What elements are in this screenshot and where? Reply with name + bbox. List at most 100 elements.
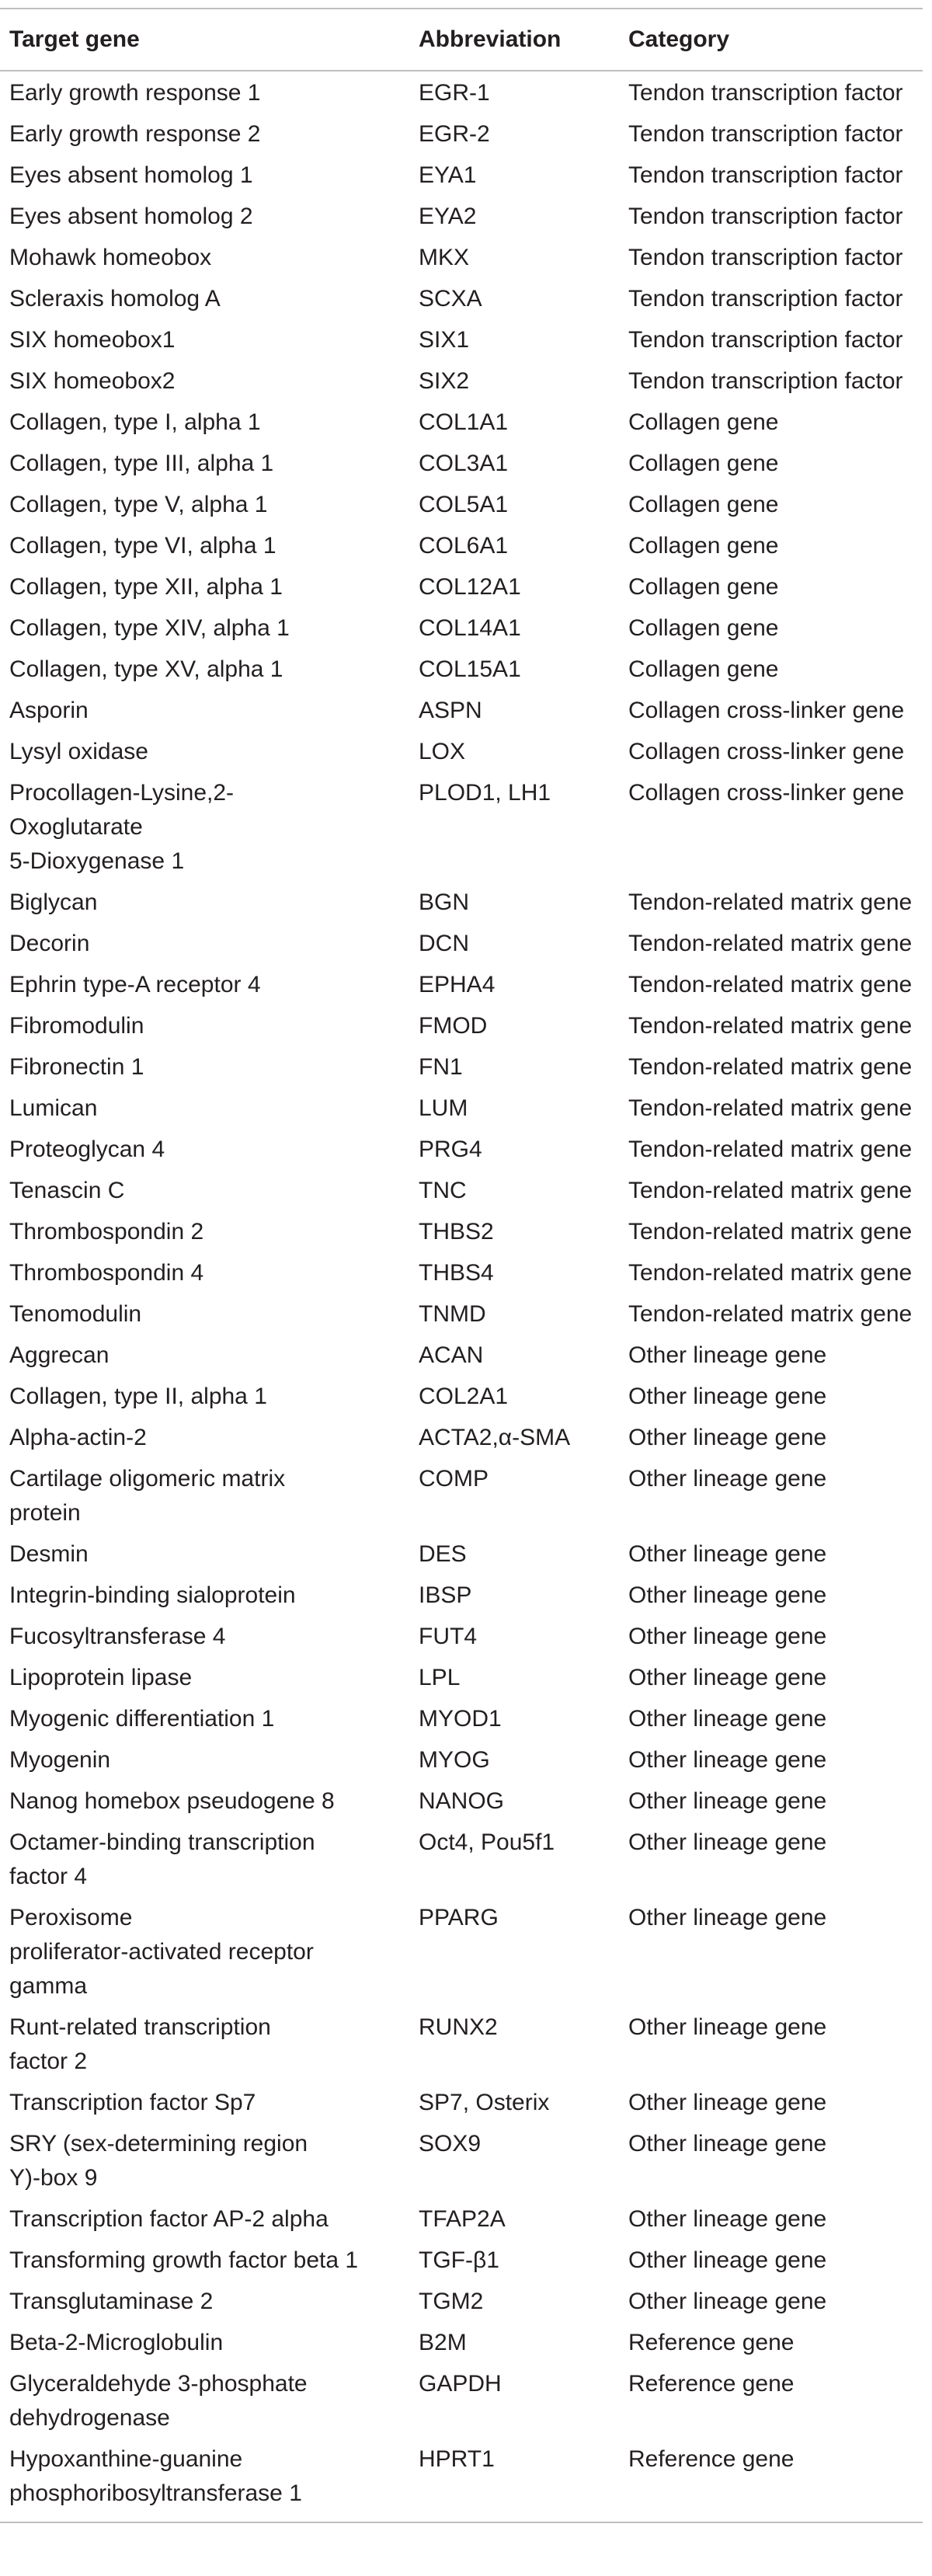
cell-abbreviation: SP7, Osterix (419, 2090, 550, 2115)
cell-category: Other lineage gene (628, 1425, 827, 1450)
cell-category: Tendon-related matrix gene (628, 1219, 913, 1244)
table-row: Fibronectin 1 FN1 Tendon-related matrix ge… (0, 1046, 923, 1087)
cell-abbreviation: TFAP2A (419, 2206, 506, 2232)
header-abbreviation: Abbreviation (409, 8, 619, 71)
cell-category: Other lineage gene (628, 1541, 827, 1567)
table-row: Myogenin MYOG Other lineage gene (0, 1739, 923, 1780)
cell-target-gene: Collagen, type I, alpha 1 (9, 409, 261, 435)
cell-category: Tendon transcription factor (628, 204, 903, 229)
cell-target-gene: Runt-related transcription factor 2 (9, 2014, 271, 2074)
cell-target-gene: Procollagen-Lysine,2- Oxoglutarate 5-Dioxy… (9, 780, 235, 874)
cell-category: Tendon-related matrix gene (628, 1260, 913, 1286)
cell-category: Other lineage gene (628, 1342, 827, 1368)
cell-abbreviation: FUT4 (419, 1624, 477, 1649)
cell-abbreviation: ASPN (419, 698, 482, 723)
cell-target-gene: SIX homeobox2 (9, 368, 176, 394)
table-row: Eyes absent homolog 1 EYA1 Tendon transcri… (0, 154, 923, 195)
table-row: Hypoxanthine-guanine phosphoribosyltransf… (0, 2438, 923, 2523)
table-row: Transglutaminase 2 TGM2 Other lineage gene (0, 2280, 923, 2321)
table-row: Early growth response 2 EGR-2 Tendon trans… (0, 113, 923, 154)
cell-target-gene: Collagen, type XIV, alpha 1 (9, 615, 290, 641)
cell-target-gene: Integrin-binding sialoprotein (9, 1582, 296, 1608)
table-row: Transcription factor AP-2 alpha TFAP2A Oth… (0, 2198, 923, 2239)
cell-category: Tendon-related matrix gene (628, 889, 913, 915)
cell-target-gene: Lipoprotein lipase (9, 1665, 193, 1690)
table-row: Collagen, type XIV, alpha 1 COL14A1 Collag… (0, 607, 923, 648)
cell-category: Tendon transcription factor (628, 327, 903, 353)
cell-abbreviation: TGF-β1 (419, 2247, 499, 2273)
cell-target-gene: Nanog homebox pseudogene 8 (9, 1788, 335, 1814)
cell-category: Tendon-related matrix gene (628, 1301, 913, 1327)
cell-target-gene: Ephrin type-A receptor 4 (9, 972, 261, 997)
table-row: Eyes absent homolog 2 EYA2 Tendon transcri… (0, 195, 923, 236)
cell-target-gene: Myogenic differentiation 1 (9, 1706, 275, 1732)
cell-category: Collagen gene (628, 409, 779, 435)
table-row: Integrin-binding sialoprotein IBSP Other l… (0, 1574, 923, 1615)
table-row: Peroxisome proliferator-activated recepto… (0, 1896, 923, 2006)
cell-abbreviation: EYA1 (419, 162, 477, 188)
cell-category: Other lineage gene (628, 1747, 827, 1773)
cell-abbreviation: EGR-1 (419, 80, 490, 106)
cell-abbreviation: MKX (419, 245, 470, 270)
table-row: Mohawk homeobox MKX Tendon transcription f… (0, 236, 923, 277)
cell-target-gene: Transglutaminase 2 (9, 2289, 214, 2314)
cell-abbreviation: SOX9 (419, 2131, 482, 2157)
cell-target-gene: Transcription factor Sp7 (9, 2090, 256, 2115)
table-row: Beta-2-Microglobulin B2M Reference gene (0, 2321, 923, 2362)
cell-category: Other lineage gene (628, 1624, 827, 1649)
cell-category: Other lineage gene (628, 2289, 827, 2314)
cell-abbreviation: SCXA (419, 286, 482, 312)
cell-category: Tendon-related matrix gene (628, 1137, 913, 1162)
table-row: Thrombospondin 4 THBS4 Tendon-related matr… (0, 1251, 923, 1293)
cell-category: Other lineage gene (628, 1905, 827, 1930)
table-row: Fucosyltransferase 4 FUT4 Other lineage ge… (0, 1615, 923, 1656)
cell-category: Tendon-related matrix gene (628, 931, 913, 956)
cell-abbreviation: LPL (419, 1665, 461, 1690)
cell-abbreviation: FN1 (419, 1054, 463, 1080)
cell-category: Collagen gene (628, 656, 779, 682)
cell-target-gene: SIX homeobox1 (9, 327, 176, 353)
cell-abbreviation: RUNX2 (419, 2014, 498, 2040)
cell-abbreviation: HPRT1 (409, 2438, 619, 2523)
cell-abbreviation: IBSP (419, 1582, 472, 1608)
cell-target-gene: Collagen, type III, alpha 1 (9, 451, 274, 476)
cell-target-gene: Mohawk homeobox (9, 245, 212, 270)
cell-category: Other lineage gene (628, 1788, 827, 1814)
cell-target-gene: Collagen, type XV, alpha 1 (9, 656, 283, 682)
table-row: Thrombospondin 2 THBS2 Tendon-related matr… (0, 1210, 923, 1251)
cell-category: Tendon transcription factor (628, 245, 903, 270)
cell-abbreviation: TGM2 (419, 2289, 484, 2314)
cell-category: Collagen gene (628, 533, 779, 559)
cell-abbreviation: COL2A1 (419, 1384, 509, 1409)
header-category: Category (619, 8, 923, 71)
table-row: SIX homeobox2 SIX2 Tendon transcription fa… (0, 360, 923, 401)
cell-target-gene: Tenomodulin (9, 1301, 142, 1327)
cell-target-gene: Thrombospondin 4 (9, 1260, 204, 1286)
table-row: Collagen, type XV, alpha 1 COL15A1 Collage… (0, 648, 923, 689)
cell-category: Tendon transcription factor (628, 286, 903, 312)
cell-abbreviation: PRG4 (419, 1137, 482, 1162)
cell-category: Tendon transcription factor (628, 80, 903, 106)
cell-abbreviation: NANOG (419, 1788, 505, 1814)
cell-category: Other lineage gene (628, 1384, 827, 1409)
cell-abbreviation: LUM (419, 1095, 468, 1121)
table-row: Scleraxis homolog A SCXA Tendon transcript… (0, 277, 923, 319)
table-row: Lysyl oxidase LOX Collagen cross-linker ge… (0, 730, 923, 771)
cell-target-gene: Collagen, type V, alpha 1 (9, 492, 268, 517)
cell-target-gene: Alpha-actin-2 (9, 1425, 147, 1450)
cell-category: Collagen cross-linker gene (628, 698, 905, 723)
cell-abbreviation: ACTA2,α-SMA (419, 1425, 571, 1450)
cell-target-gene: Thrombospondin 2 (9, 1219, 204, 1244)
table-row: Transforming growth factor beta 1 TGF-β1 O… (0, 2239, 923, 2280)
cell-target-gene: Asporin (9, 698, 89, 723)
cell-target-gene: Fucosyltransferase 4 (9, 1624, 226, 1649)
cell-category: Tendon transcription factor (628, 162, 903, 188)
cell-target-gene: Desmin (9, 1541, 89, 1567)
table-row: Collagen, type II, alpha 1 COL2A1 Other li… (0, 1375, 923, 1416)
cell-abbreviation: FMOD (419, 1013, 488, 1039)
cell-target-gene: Lysyl oxidase (9, 739, 148, 764)
cell-abbreviation: ACAN (419, 1342, 484, 1368)
table-header: Target gene Abbreviation Category (0, 8, 923, 71)
header-target-gene: Target gene (0, 8, 409, 71)
table-row: Decorin DCN Tendon-related matrix gene (0, 922, 923, 963)
